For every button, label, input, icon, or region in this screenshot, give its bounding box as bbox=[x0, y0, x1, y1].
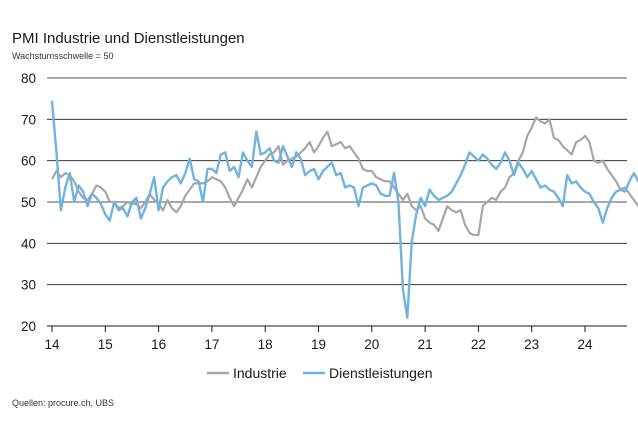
x-tick-label: 19 bbox=[311, 337, 326, 352]
chart-title: PMI Industrie und Dienstleistungen bbox=[12, 30, 245, 47]
series-line-dienstleistungen bbox=[50, 100, 638, 319]
y-tick-label: 70 bbox=[21, 112, 36, 127]
series-lines bbox=[50, 100, 638, 319]
x-tick-label: 17 bbox=[204, 337, 219, 352]
chart-subtitle: Wachstumsschwelle = 50 bbox=[12, 51, 113, 61]
legend: Industrie Dienstleistungen bbox=[207, 365, 433, 381]
y-tick-label: 20 bbox=[21, 319, 36, 334]
x-tick-label: 24 bbox=[577, 337, 593, 352]
source-note: Quellen: procure.ch, UBS bbox=[12, 398, 114, 408]
y-tick-label: 40 bbox=[21, 236, 36, 251]
x-tick-label: 14 bbox=[44, 337, 60, 352]
x-tick-label: 18 bbox=[258, 337, 273, 352]
x-tick-label: 15 bbox=[98, 337, 113, 352]
x-tick-label: 21 bbox=[418, 337, 433, 352]
gridlines bbox=[47, 77, 627, 286]
x-tick-label: 20 bbox=[364, 337, 379, 352]
x-axis: 14 15 16 17 18 19 20 21 22 23 24 bbox=[44, 325, 627, 352]
x-tick-label: 22 bbox=[471, 337, 486, 352]
y-tick-label: 60 bbox=[21, 154, 36, 169]
y-tick-label: 80 bbox=[21, 71, 36, 86]
y-tick-label: 30 bbox=[21, 278, 36, 293]
legend-label-industrie: Industrie bbox=[233, 365, 287, 381]
y-tick-label: 50 bbox=[21, 195, 36, 210]
legend-label-dienstleistungen: Dienstleistungen bbox=[329, 365, 433, 381]
x-tick-label: 16 bbox=[151, 337, 166, 352]
y-axis-ticks: 20 30 40 50 60 70 80 bbox=[21, 71, 36, 334]
x-tick-label: 23 bbox=[524, 337, 539, 352]
